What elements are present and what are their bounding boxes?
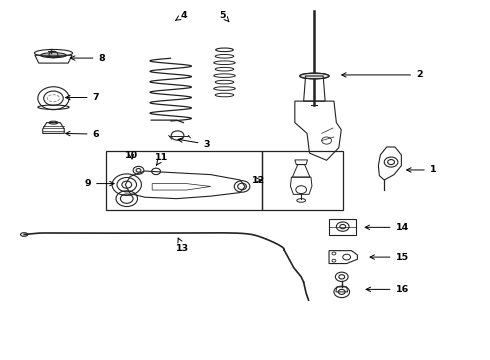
Text: 12: 12: [252, 176, 266, 185]
Bar: [106, 151, 262, 211]
Text: 7: 7: [66, 93, 99, 102]
Text: 6: 6: [66, 130, 99, 139]
Text: 9: 9: [84, 179, 114, 188]
Text: 8: 8: [71, 54, 105, 63]
Bar: [262, 151, 343, 211]
Text: 2: 2: [342, 71, 423, 80]
Text: 4: 4: [175, 10, 187, 21]
Text: 1: 1: [407, 166, 436, 175]
Ellipse shape: [300, 73, 329, 79]
Text: 14: 14: [365, 223, 409, 232]
Text: 5: 5: [220, 10, 229, 22]
Text: 16: 16: [366, 285, 409, 294]
Text: 3: 3: [178, 138, 210, 149]
Text: 10: 10: [125, 151, 138, 160]
Text: 15: 15: [370, 253, 409, 262]
Text: 11: 11: [155, 153, 169, 165]
Text: 13: 13: [176, 238, 190, 253]
